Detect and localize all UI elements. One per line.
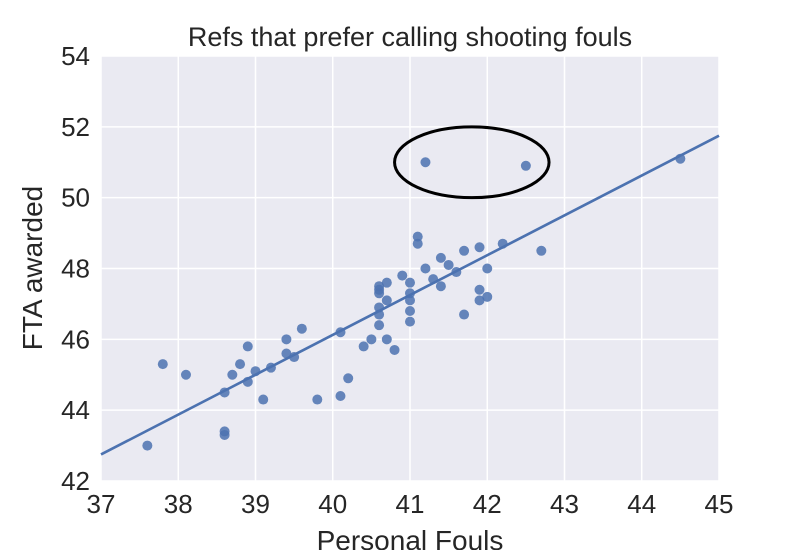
data-point bbox=[435, 252, 446, 263]
data-point bbox=[381, 277, 392, 288]
data-point bbox=[289, 352, 300, 363]
data-point bbox=[358, 341, 369, 352]
highlight-ellipse bbox=[393, 125, 551, 200]
data-point bbox=[497, 238, 508, 249]
data-point bbox=[157, 359, 168, 370]
data-point bbox=[366, 334, 377, 345]
data-point bbox=[428, 274, 439, 285]
data-point bbox=[443, 259, 454, 270]
data-point bbox=[474, 242, 485, 253]
y-tick-label: 46 bbox=[61, 324, 90, 354]
data-point bbox=[374, 309, 385, 320]
x-tick-label: 40 bbox=[318, 489, 347, 519]
data-point bbox=[374, 281, 385, 292]
data-point bbox=[250, 366, 261, 377]
data-point bbox=[281, 334, 292, 345]
data-point bbox=[142, 440, 153, 451]
y-axis-label: FTA awarded bbox=[17, 186, 48, 350]
data-point bbox=[296, 323, 307, 334]
y-tick-label: 52 bbox=[61, 112, 90, 142]
highlight-group bbox=[393, 125, 551, 200]
data-point bbox=[180, 369, 191, 380]
data-point bbox=[335, 327, 346, 338]
data-point bbox=[405, 288, 415, 299]
data-point bbox=[281, 348, 292, 359]
x-tick-label: 45 bbox=[705, 489, 734, 519]
y-tick-label: 48 bbox=[61, 254, 90, 284]
data-point bbox=[474, 284, 485, 295]
data-point bbox=[219, 387, 230, 398]
data-point bbox=[435, 281, 446, 292]
data-point bbox=[335, 391, 346, 401]
data-point bbox=[420, 157, 431, 168]
chart-title: Refs that prefer calling shooting fouls bbox=[188, 22, 632, 52]
data-point bbox=[459, 309, 470, 320]
data-point bbox=[343, 373, 354, 384]
data-point bbox=[265, 362, 276, 373]
data-point bbox=[420, 263, 431, 274]
data-point bbox=[405, 306, 415, 316]
data-point bbox=[219, 429, 230, 440]
x-tick-label: 44 bbox=[627, 489, 656, 519]
data-point bbox=[389, 344, 400, 355]
data-point bbox=[412, 238, 423, 249]
x-tick-label: 43 bbox=[550, 489, 579, 519]
x-axis-label: Personal Fouls bbox=[317, 525, 504, 550]
data-points bbox=[142, 153, 686, 451]
data-point bbox=[675, 153, 686, 164]
data-point bbox=[235, 359, 246, 370]
y-tick-labels: 42 44 46 48 50 52 54 bbox=[61, 41, 90, 496]
x-tick-label: 38 bbox=[164, 489, 193, 519]
data-point bbox=[242, 376, 253, 387]
data-point bbox=[374, 302, 385, 313]
data-point bbox=[405, 316, 415, 327]
data-point bbox=[520, 160, 531, 171]
y-tick-label: 50 bbox=[61, 183, 90, 213]
y-tick-label: 42 bbox=[61, 466, 90, 496]
data-point bbox=[312, 394, 323, 405]
data-point bbox=[405, 277, 415, 288]
data-point bbox=[381, 295, 392, 306]
data-point bbox=[405, 295, 415, 306]
data-point bbox=[374, 320, 385, 331]
x-tick-label: 42 bbox=[473, 489, 502, 519]
data-point bbox=[242, 341, 253, 352]
data-point bbox=[474, 295, 485, 306]
data-point bbox=[258, 394, 269, 405]
gridlines bbox=[100, 55, 720, 482]
y-tick-label: 44 bbox=[61, 395, 90, 425]
x-tick-label: 41 bbox=[396, 489, 425, 519]
x-tick-label: 37 bbox=[87, 489, 116, 519]
data-point bbox=[227, 369, 238, 380]
y-tick-label: 54 bbox=[61, 41, 90, 71]
x-tick-label: 39 bbox=[241, 489, 270, 519]
data-point bbox=[482, 291, 493, 302]
data-point bbox=[412, 231, 423, 242]
data-point bbox=[536, 245, 547, 256]
data-point bbox=[451, 267, 462, 278]
x-tick-labels: 37 38 39 40 41 42 43 44 45 bbox=[87, 489, 734, 519]
data-point bbox=[459, 245, 470, 256]
data-point bbox=[482, 263, 493, 274]
data-point bbox=[397, 270, 408, 281]
data-point bbox=[381, 334, 392, 345]
